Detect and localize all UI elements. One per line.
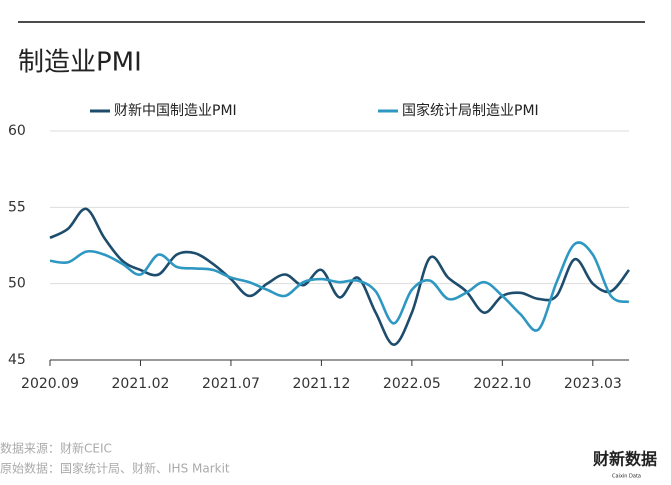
series-line <box>49 207 631 347</box>
x-tick-label: 2021.12 <box>292 376 350 392</box>
x-tick-label: 2020.09 <box>21 376 79 392</box>
logo-sub: Caixin Data <box>612 474 641 480</box>
y-tick-label: 60 <box>8 123 26 139</box>
source: 数据来源：财新CEIC <box>0 441 112 456</box>
logo: 财新数据 <box>592 450 657 469</box>
series-line <box>49 241 630 332</box>
x-tick-label: 2022.10 <box>473 376 531 392</box>
x-tick-label: 2023.03 <box>564 376 622 392</box>
legend-label: 国家统计局制造业PMI <box>402 102 539 119</box>
x-tick-label: 2021.02 <box>112 376 170 392</box>
y-tick-label: 55 <box>8 199 26 215</box>
y-tick-label: 45 <box>8 352 26 368</box>
raw-source: 原始数据：国家统计局、财新、IHS Markit <box>0 461 230 476</box>
chart-title: 制造业PMI <box>18 48 142 78</box>
y-tick-label: 50 <box>8 276 26 292</box>
x-tick-label: 2022.05 <box>383 376 441 392</box>
legend-label: 财新中国制造业PMI <box>114 103 237 119</box>
x-tick-label: 2021.07 <box>202 376 260 392</box>
